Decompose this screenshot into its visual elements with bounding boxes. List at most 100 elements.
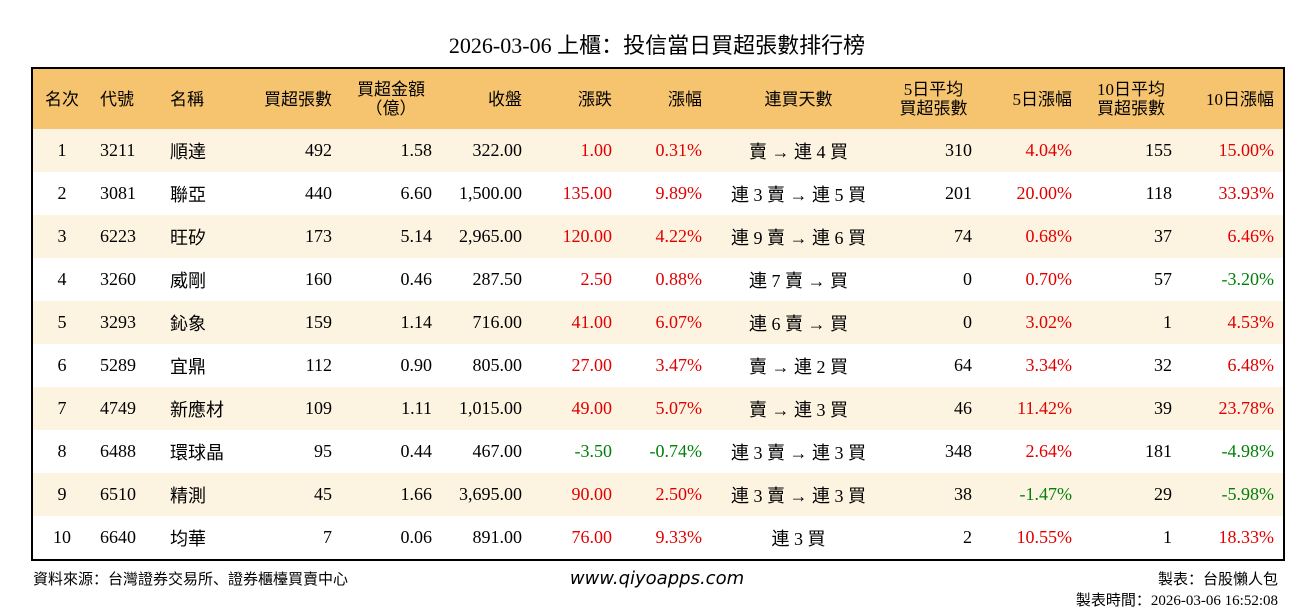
source: 資料來源：台灣證券交易所、證券櫃檯買賣中心 [33,572,349,588]
rank-cell: 9 [32,473,91,516]
code-cell: 5289 [91,344,161,387]
avg5-lots-cell: 64 [886,344,981,387]
avg10-lots-cell: 181 [1081,430,1181,473]
change5-pct-cell: 3.34% [981,344,1081,387]
change-pct-cell: 5.07% [621,387,711,430]
change-cell: 41.00 [531,301,621,344]
net-buy-lots-cell: 160 [246,258,341,301]
table-row: 9 6510 精測 45 1.66 3,695.00 90.00 2.50% 連 3 賣 → 連… [32,473,1284,516]
close-cell: 1,500.00 [441,172,531,215]
change10-pct-cell: 23.78% [1181,387,1284,430]
change10-pct-cell: 18.33% [1181,516,1284,560]
made-time: 製表時間：2026-03-06 16:52:08 [1075,593,1278,609]
header-cell: 買超張數 [246,68,341,129]
header-cell: 買超金額 （億） [341,68,441,129]
close-cell: 322.00 [441,129,531,172]
code-cell: 4749 [91,387,161,430]
change-cell: -3.50 [531,430,621,473]
change10-pct-cell: 33.93% [1181,172,1284,215]
net-buy-lots-cell: 492 [246,129,341,172]
close-cell: 891.00 [441,516,531,560]
net-buy-amount-cell: 0.06 [341,516,441,560]
change10-pct-cell: -5.98% [1181,473,1284,516]
table-row: 10 6640 均華 7 0.06 891.00 76.00 9.33% 連 3 買 2 10.55… [32,516,1284,560]
name-cell: 順達 [161,129,246,172]
net-buy-amount-cell: 1.11 [341,387,441,430]
net-buy-amount-cell: 1.14 [341,301,441,344]
name-cell: 新應材 [161,387,246,430]
net-buy-lots-cell: 109 [246,387,341,430]
change5-pct-cell: 0.70% [981,258,1081,301]
change-cell: 1.00 [531,129,621,172]
avg5-lots-cell: 348 [886,430,981,473]
change10-pct-cell: 15.00% [1181,129,1284,172]
change-pct-cell: 0.31% [621,129,711,172]
change-pct-cell: -0.74% [621,430,711,473]
change5-pct-cell: 10.55% [981,516,1081,560]
avg10-lots-cell: 155 [1081,129,1181,172]
net-buy-lots-cell: 440 [246,172,341,215]
header-cell: 5日平均 買超張數 [886,68,981,129]
rank-cell: 2 [32,172,91,215]
code-cell: 3211 [91,129,161,172]
table-row: 1 3211 順達 492 1.58 322.00 1.00 0.31% 賣 → 連 4 買 31… [32,129,1284,172]
buy-streak-cell: 連 3 賣 → 連 5 買 [711,172,886,215]
rank-cell: 1 [32,129,91,172]
rank-cell: 10 [32,516,91,560]
header-cell: 10日平均 買超張數 [1081,68,1181,129]
header-cell: 收盤 [441,68,531,129]
net-buy-lots-cell: 173 [246,215,341,258]
avg10-lots-cell: 39 [1081,387,1181,430]
header-cell: 5日漲幅 [981,68,1081,129]
buy-streak-cell: 賣 → 連 3 買 [711,387,886,430]
name-cell: 聯亞 [161,172,246,215]
avg10-lots-cell: 32 [1081,344,1181,387]
rank-cell: 8 [32,430,91,473]
name-cell: 環球晶 [161,430,246,473]
buy-streak-cell: 賣 → 連 2 買 [711,344,886,387]
change-cell: 120.00 [531,215,621,258]
avg5-lots-cell: 0 [886,301,981,344]
net-buy-amount-cell: 1.66 [341,473,441,516]
change10-pct-cell: 4.53% [1181,301,1284,344]
change5-pct-cell: 0.68% [981,215,1081,258]
change-pct-cell: 2.50% [621,473,711,516]
ranking-table: 名次 代號 名稱 買超張數 買超金額 （億） 收盤 漲跌 漲幅 連買天數 5日平均 買超張數 5日漲… [31,67,1285,561]
avg5-lots-cell: 310 [886,129,981,172]
net-buy-lots-cell: 7 [246,516,341,560]
net-buy-lots-cell: 112 [246,344,341,387]
net-buy-lots-cell: 95 [246,430,341,473]
close-cell: 1,015.00 [441,387,531,430]
buy-streak-cell: 連 3 賣 → 連 3 買 [711,430,886,473]
change-pct-cell: 3.47% [621,344,711,387]
net-buy-lots-cell: 45 [246,473,341,516]
site-url: www.qiyoapps.com [569,568,745,589]
close-cell: 287.50 [441,258,531,301]
change5-pct-cell: -1.47% [981,473,1081,516]
rank-cell: 6 [32,344,91,387]
code-cell: 3260 [91,258,161,301]
net-buy-amount-cell: 6.60 [341,172,441,215]
table-row: 2 3081 聯亞 440 6.60 1,500.00 135.00 9.89% 連 3 賣 →… [32,172,1284,215]
change-cell: 2.50 [531,258,621,301]
code-cell: 6488 [91,430,161,473]
change-pct-cell: 9.89% [621,172,711,215]
change-pct-cell: 0.88% [621,258,711,301]
change-pct-cell: 6.07% [621,301,711,344]
buy-streak-cell: 連 9 賣 → 連 6 買 [711,215,886,258]
change-cell: 135.00 [531,172,621,215]
buy-streak-cell: 連 3 買 [711,516,886,560]
name-cell: 精測 [161,473,246,516]
close-cell: 467.00 [441,430,531,473]
header-cell: 名稱 [161,68,246,129]
rank-cell: 3 [32,215,91,258]
header-row: 名次 代號 名稱 買超張數 買超金額 （億） 收盤 漲跌 漲幅 連買天數 5日平均 買超張數 5日漲… [32,68,1284,129]
avg10-lots-cell: 29 [1081,473,1181,516]
change5-pct-cell: 3.02% [981,301,1081,344]
code-cell: 6640 [91,516,161,560]
name-cell: 旺矽 [161,215,246,258]
buy-streak-cell: 賣 → 連 4 買 [711,129,886,172]
